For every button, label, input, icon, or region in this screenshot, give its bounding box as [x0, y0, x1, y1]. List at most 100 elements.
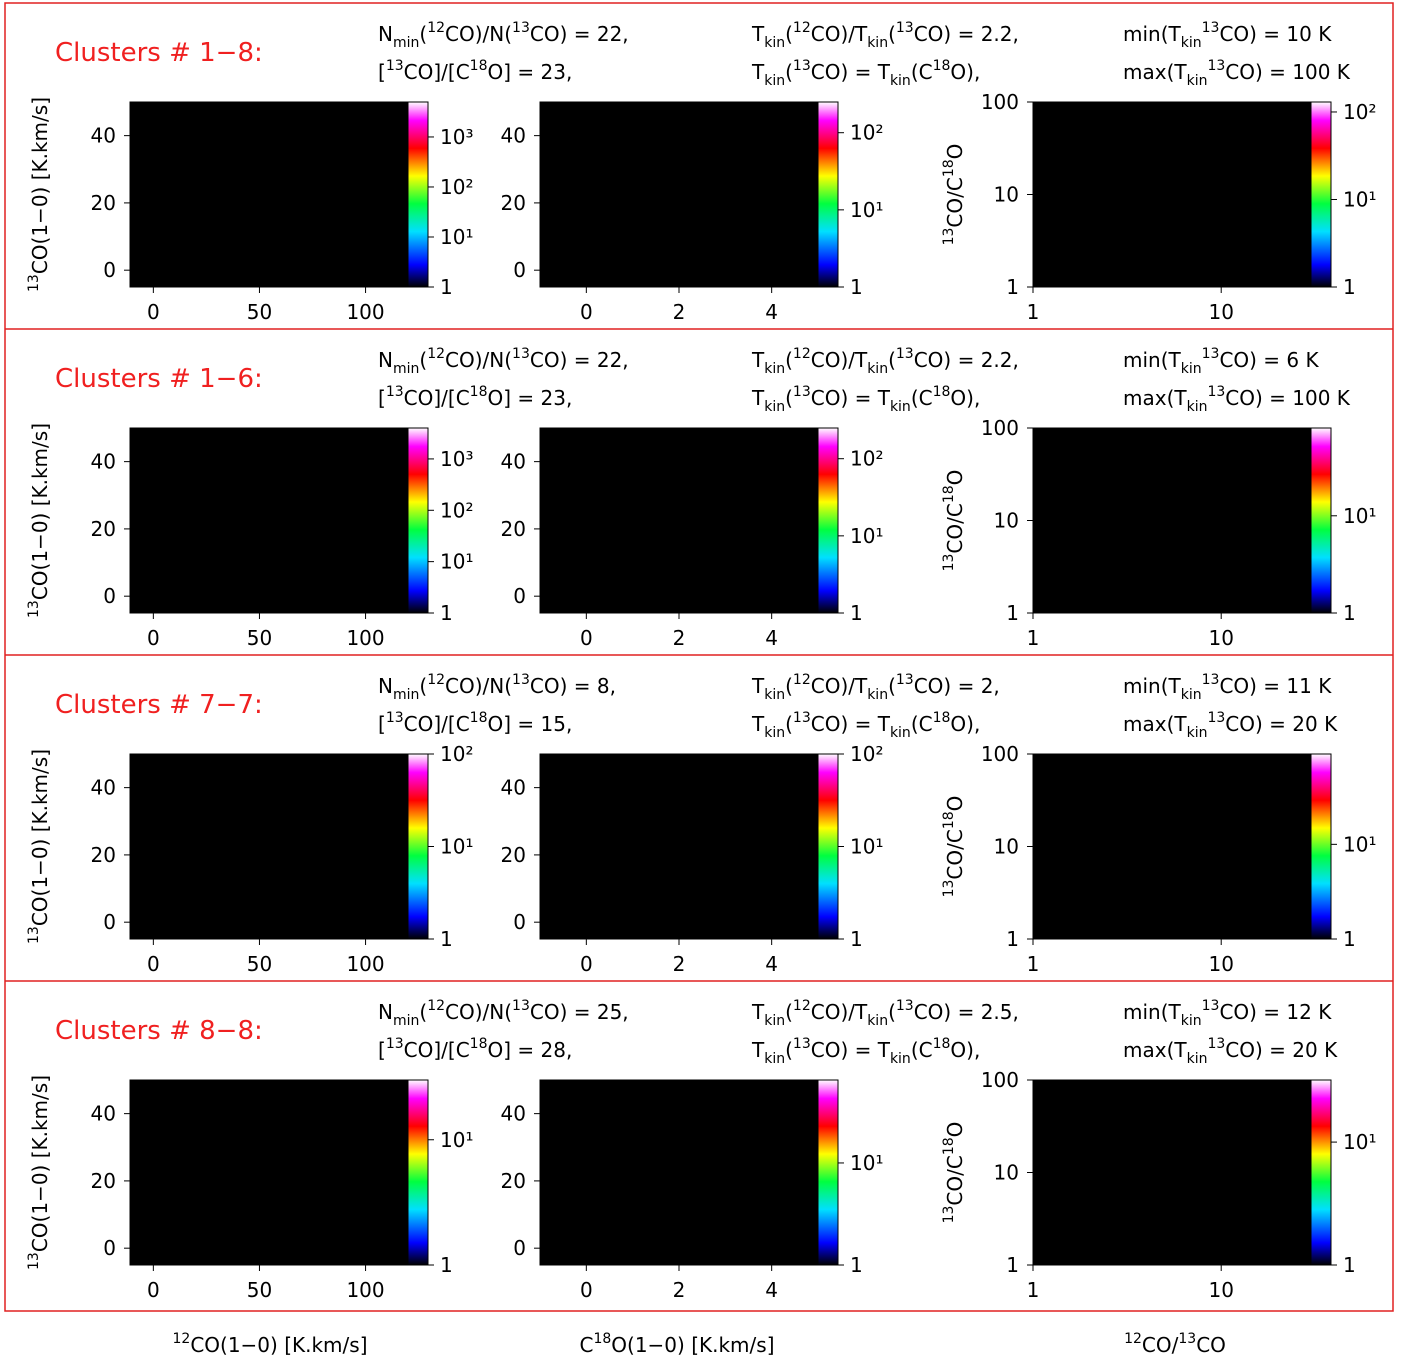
parameter-text: [13CO]/[C18O] = 28,	[378, 1036, 572, 1062]
y-tick-label: 1	[1006, 601, 1019, 625]
y-tick-label: 40	[501, 1102, 526, 1126]
text-part: max(T	[1123, 712, 1187, 736]
y-tick-label: 40	[91, 124, 116, 148]
colorbar-tick-label: 10²	[440, 175, 473, 199]
text-part: CO/C	[943, 503, 967, 553]
parameter-text: Tkin(12CO)/Tkin(13CO) = 2,	[751, 672, 1000, 703]
text-part: (	[785, 1000, 793, 1024]
text-part: CO) = 20 K	[1225, 712, 1338, 736]
text-part: CO(1−0) [K.km/s]	[28, 423, 52, 600]
parameter-text: Nmin(12CO)/N(13CO) = 22,	[378, 20, 629, 51]
y-tick-label: 20	[91, 1169, 116, 1193]
y-tick-label: 100	[981, 90, 1019, 114]
text-part: 13	[386, 384, 404, 400]
text-part: kin	[867, 687, 888, 703]
text-part: CO(1−0) [K.km/s]	[28, 749, 52, 926]
text-part: (	[888, 674, 896, 698]
x-tick-label: 100	[346, 952, 384, 976]
parameter-text: max(Tkin13CO) = 20 K	[1123, 710, 1338, 741]
x-tick-label: 10	[1208, 626, 1233, 650]
text-part: 13	[941, 554, 957, 572]
colorbar-tick-label: 10¹	[850, 1151, 883, 1175]
text-part: 12	[793, 998, 811, 1014]
text-part: 13	[896, 346, 914, 362]
y-tick-label: 20	[501, 1169, 526, 1193]
text-part: (	[419, 674, 427, 698]
x-tick-label: 10	[1208, 952, 1233, 976]
text-part: CO) = T	[811, 386, 891, 410]
text-part: O),	[950, 712, 980, 736]
text-part: kin	[1181, 361, 1202, 377]
y-axis-label: 13CO/C18O	[941, 1122, 967, 1224]
text-part: 13	[512, 20, 530, 36]
text-part: 13	[941, 228, 957, 246]
text-part: [	[378, 712, 386, 736]
x-tick-label: 50	[247, 626, 272, 650]
y-tick-label: 40	[91, 1102, 116, 1126]
text-part: 18	[470, 58, 488, 74]
row-title: Clusters # 7−7:	[55, 690, 263, 720]
x-tick-label: 10	[1208, 300, 1233, 324]
text-part: min(T	[1123, 22, 1182, 46]
row-title: Clusters # 1−6:	[55, 364, 263, 394]
text-part: kin	[1187, 73, 1208, 89]
text-part: kin	[764, 1051, 785, 1067]
text-part: 13	[26, 1252, 42, 1270]
text-part: CO/C	[943, 829, 967, 879]
text-part: T	[751, 348, 765, 372]
y-tick-label: 40	[501, 124, 526, 148]
text-part: 13	[26, 600, 42, 618]
text-part: CO) = 12 K	[1219, 1000, 1332, 1024]
colorbar	[1310, 101, 1332, 288]
parameter-text: Tkin(13CO) = Tkin(C18O),	[751, 384, 980, 415]
colorbar-tick-label: 10²	[850, 121, 883, 145]
text-part: CO]/[C	[404, 60, 470, 84]
colorbar-tick-label: 10³	[440, 125, 473, 149]
text-part: CO	[1196, 1333, 1226, 1357]
y-tick-label: 20	[91, 843, 116, 867]
colorbar-tick-label: 1	[850, 601, 863, 625]
text-part: (	[785, 386, 793, 410]
x-tick-label: 10	[1208, 1278, 1233, 1302]
text-part: (	[419, 348, 427, 372]
text-part: 13	[1178, 1331, 1196, 1347]
text-part: CO)/N(	[445, 674, 512, 698]
y-tick-label: 1	[1006, 927, 1019, 951]
y-tick-label: 10	[994, 183, 1019, 207]
colorbar-tick-label: 10¹	[1343, 1130, 1376, 1154]
text-part: CO]/[C	[404, 386, 470, 410]
colorbar-tick-label: 10¹	[440, 835, 473, 859]
text-part: CO) = T	[811, 712, 891, 736]
text-part: kin	[764, 73, 785, 89]
text-part: T	[751, 674, 765, 698]
parameter-text: max(Tkin13CO) = 100 K	[1123, 58, 1351, 89]
x-tick-label: 2	[673, 626, 686, 650]
text-part: 18	[933, 710, 951, 726]
y-tick-label: 40	[501, 776, 526, 800]
text-part: (	[785, 348, 793, 372]
text-part: 12	[172, 1331, 190, 1347]
text-part: O] = 28,	[487, 1038, 572, 1062]
text-part: 13	[1207, 1036, 1225, 1052]
plot-area	[539, 101, 819, 288]
text-part: 12	[793, 20, 811, 36]
plot-area	[539, 1079, 819, 1266]
text-part: CO/	[1142, 1333, 1179, 1357]
text-part: N	[378, 22, 393, 46]
text-part: 18	[933, 1036, 951, 1052]
y-tick-label: 20	[501, 517, 526, 541]
x-axis-label: 12CO/13CO	[1124, 1331, 1226, 1357]
text-part: 12	[1124, 1331, 1142, 1347]
text-part: CO/C	[943, 1155, 967, 1205]
text-part: 13	[386, 710, 404, 726]
x-axis-label: 12CO(1−0) [K.km/s]	[172, 1331, 367, 1357]
text-part: kin	[1187, 1051, 1208, 1067]
colorbar-tick-label: 1	[850, 275, 863, 299]
text-part: min(T	[1123, 1000, 1182, 1024]
y-tick-label: 10	[994, 1161, 1019, 1185]
text-part: CO) = T	[811, 60, 891, 84]
text-part: CO)/T	[811, 22, 868, 46]
text-part: T	[751, 22, 765, 46]
colorbar-tick-label: 1	[440, 927, 453, 951]
text-part: 18	[593, 1331, 611, 1347]
